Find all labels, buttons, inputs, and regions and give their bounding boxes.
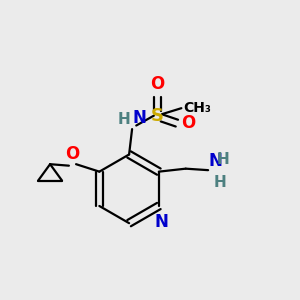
- Text: O: O: [182, 114, 196, 132]
- Text: O: O: [150, 75, 165, 93]
- Text: O: O: [65, 145, 80, 163]
- Text: N: N: [209, 152, 223, 169]
- Text: N: N: [133, 109, 147, 127]
- Text: S: S: [151, 107, 164, 125]
- Text: H: H: [216, 152, 229, 166]
- Text: CH₃: CH₃: [183, 101, 211, 115]
- Text: H: H: [117, 112, 130, 127]
- Text: H: H: [214, 175, 226, 190]
- Text: N: N: [155, 214, 169, 232]
